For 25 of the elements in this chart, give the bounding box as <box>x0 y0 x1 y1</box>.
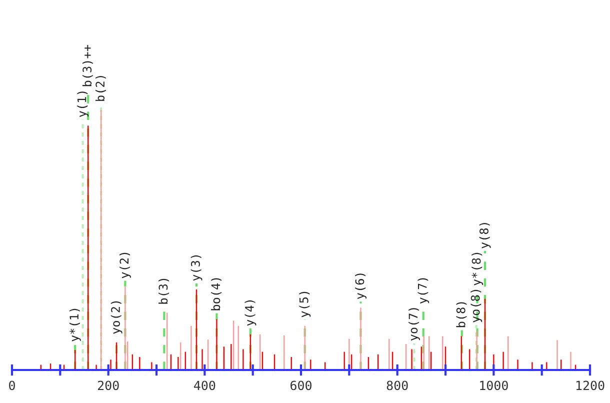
ref-line-label: y(7) <box>418 278 430 304</box>
ref-line-label: yo(2) <box>110 301 122 334</box>
ref-line-label: b(8) <box>456 302 467 328</box>
ref-line-label: y(4) <box>244 300 256 326</box>
x-tick-label: 1200 <box>576 380 604 390</box>
ref-line-label: bo(4) <box>211 278 222 310</box>
x-tick-label: 1000 <box>480 380 508 390</box>
ref-line-label: y(8) <box>479 223 491 248</box>
x-tick-label: 400 <box>194 380 216 390</box>
x-tick-label: 200 <box>98 380 119 390</box>
ref-line-label: y*(8) <box>472 252 484 286</box>
x-tick-label: 0 <box>9 380 15 390</box>
ref-line-label: y*(1) <box>69 308 81 342</box>
ref-line-label: y(5) <box>299 292 311 318</box>
ref-line-label: yo(8) <box>470 290 482 322</box>
x-tick-label: 800 <box>386 380 408 390</box>
ref-line-label: y(3) <box>190 255 202 281</box>
ref-line-label: y(2) <box>120 252 131 278</box>
ref-line-label: y(1) <box>77 92 89 117</box>
ref-line-label: b(3) <box>158 278 170 304</box>
ref-line-label: yo(7) <box>408 308 420 341</box>
ref-line-label: y(6) <box>355 274 366 299</box>
ref-line-label: b(3)++ <box>82 45 93 86</box>
ref-line-label: b(2) <box>95 76 106 101</box>
x-tick-label: 600 <box>290 380 312 390</box>
